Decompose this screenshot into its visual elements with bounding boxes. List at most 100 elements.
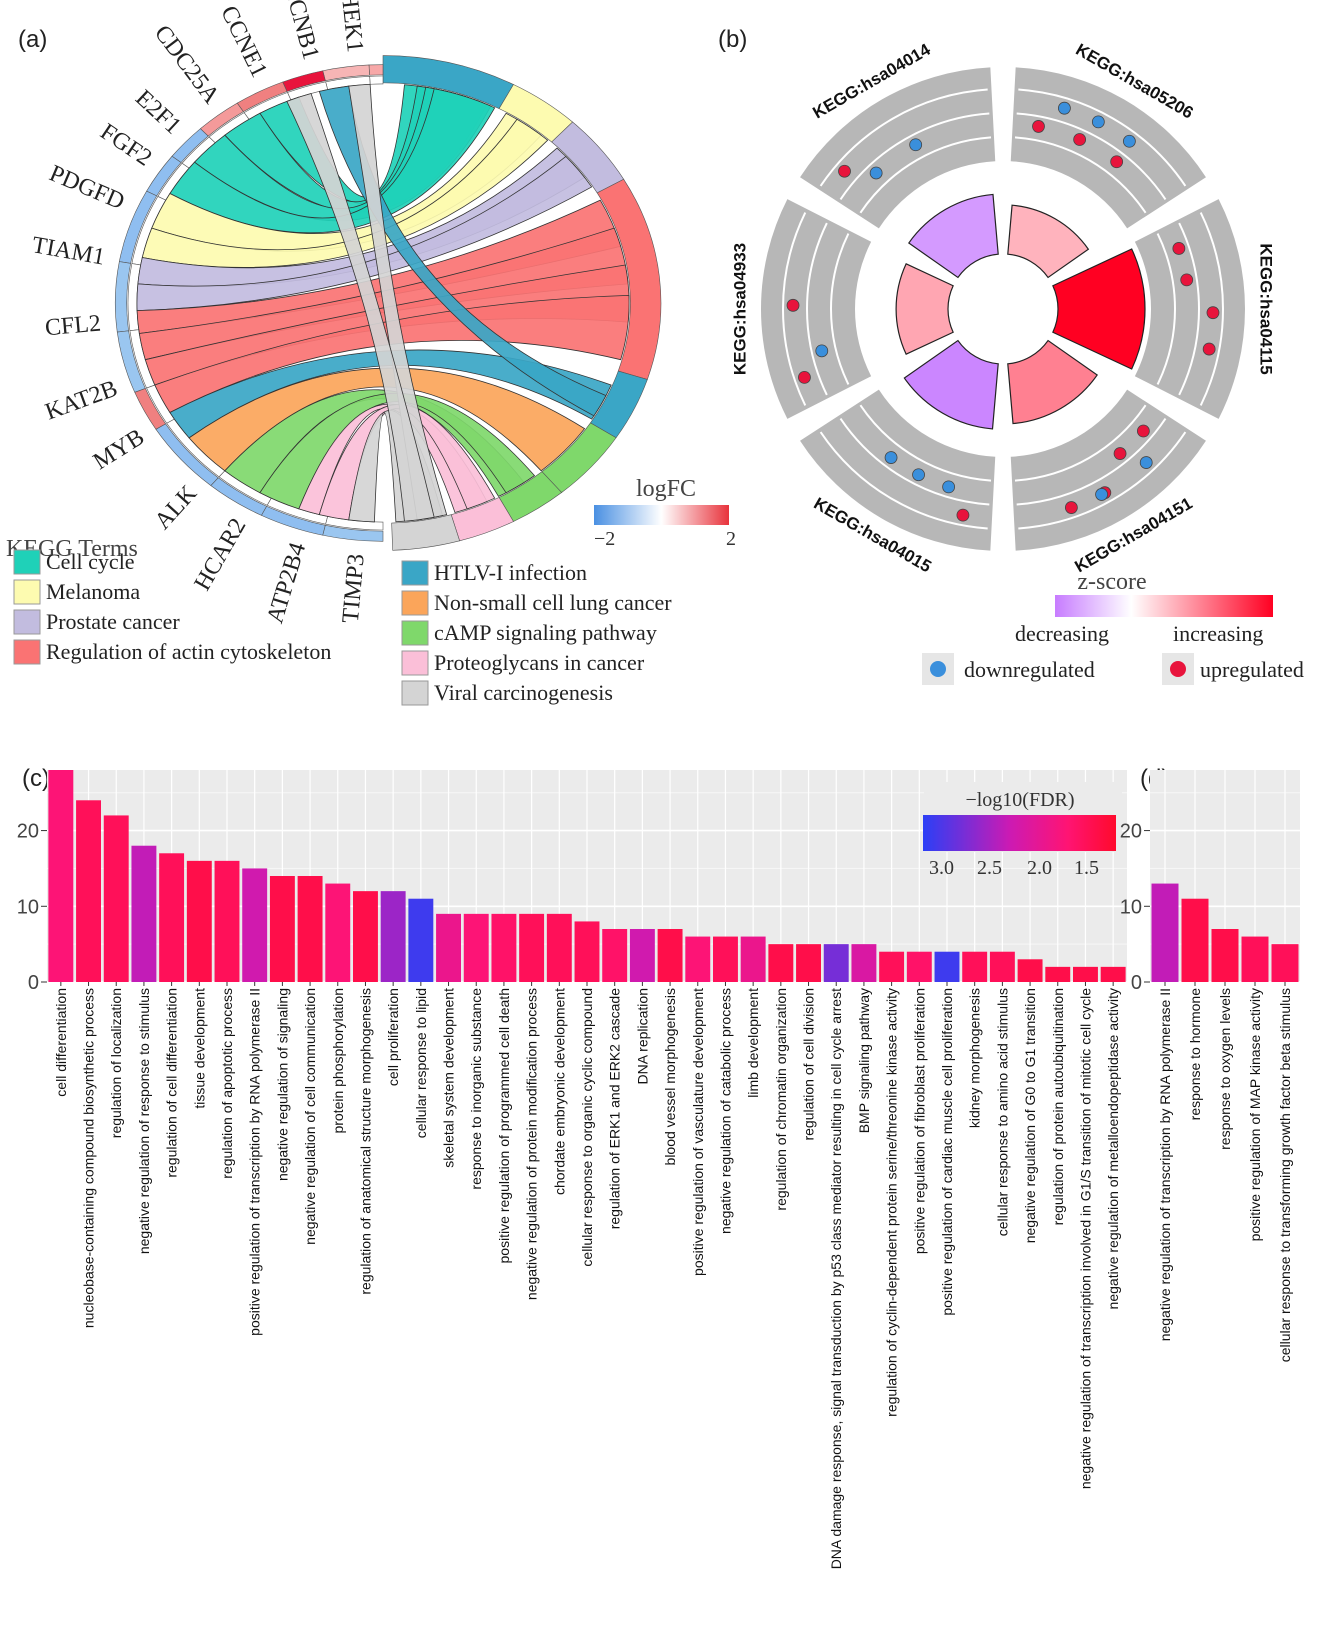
c-category-label-20: regulation of ERK1 and ERK2 cascade	[607, 988, 623, 1229]
sector-gridline-5-2	[819, 88, 988, 187]
sector-gridline-1-2	[1199, 212, 1224, 406]
term-arc-8	[391, 514, 460, 551]
down-point-0-2	[1122, 134, 1136, 148]
gene-arc-9	[116, 330, 146, 393]
d-bar-3	[1241, 936, 1269, 982]
c-category-label-34: cellular response to amino acid stimulus	[994, 988, 1010, 1236]
logfc-legend-title: logFC	[636, 476, 696, 502]
panel-b-gocircle: (b) KEGG:hsa05206KEGG:hsa04115KEGG:hsa04…	[718, 26, 1304, 685]
gene-label-tiam1: TIAM1	[30, 232, 107, 270]
kegg-term-label-1: Melanoma	[46, 579, 140, 604]
c-bar-8	[269, 876, 295, 982]
c-category-label-24: negative regulation of catabolic process	[717, 988, 733, 1234]
c-category-label-5: tissue development	[191, 988, 207, 1109]
gene-label-timp3: TIMP3	[338, 553, 370, 624]
gene-label-fgf2: FGF2	[95, 119, 156, 172]
gene-arc-10	[134, 388, 167, 430]
panel-a-chord-diagram: (a) CHEK1CCNB1CCNE1CDC25AE2F1FGF2PDGFDTI…	[6, 0, 736, 706]
logfc-legend: logFC −2	[594, 476, 736, 550]
c-category-label-31: positive regulation of fibroblast prolif…	[911, 988, 927, 1254]
chord-ribbon-12	[169, 349, 612, 439]
kegg-term-label-2: Prostate cancer	[46, 609, 180, 634]
logfc-tick-high: 2	[726, 528, 736, 550]
c-category-label-29: BMP signaling pathway	[856, 988, 872, 1133]
kegg-swatch-7	[401, 650, 429, 676]
chord-ribbon-3	[169, 88, 496, 234]
kegg-term-label-8: Viral carcinogenesis	[434, 680, 613, 705]
chord-ribbon-5	[141, 118, 549, 268]
c-bar-17	[519, 913, 545, 982]
fdr-colorbar	[923, 815, 1116, 851]
kegg-sector-1	[1134, 199, 1246, 419]
sector-gridline-2-2	[1018, 431, 1187, 530]
down-key-dot	[930, 661, 946, 677]
c-category-label-1: nucleobase-containing compound biosynthe…	[81, 988, 97, 1328]
sector-gridline-4-1	[805, 222, 828, 396]
gene-arc-4	[199, 102, 244, 137]
sector-gridline-4-0	[830, 233, 850, 385]
zscore-bar-0	[1007, 204, 1090, 279]
c-bar-23	[685, 936, 711, 982]
c-category-label-12: cell proliferation	[385, 988, 401, 1086]
gene-label-pdgfd: PDGFD	[46, 160, 129, 215]
gene-arc-8	[115, 261, 131, 333]
c-category-label-30: regulation of cyclin-dependent protein s…	[884, 988, 900, 1417]
c-bar-20	[602, 929, 628, 982]
c-bar-7	[242, 868, 268, 982]
d-category-label-0: negative regulation of transcription by …	[1157, 988, 1173, 1341]
panel-d-plot: 0 10 20 negative regulation of transcriptio…	[1120, 770, 1300, 1362]
d-bar-1	[1181, 898, 1209, 982]
chord-ribbon-14	[188, 367, 586, 472]
kegg-term-label-3: Regulation of actin cytoskeleton	[46, 639, 331, 664]
up-key-dot	[1170, 661, 1186, 677]
c-category-label-18: chordate embryonic development	[551, 988, 567, 1195]
c-category-label-6: regulation of apoptotic process	[219, 988, 235, 1179]
c-category-label-19: cellular response to organic cyclic comp…	[579, 988, 595, 1267]
c-bar-29	[851, 944, 877, 982]
gene-label-atp2b4: ATP2B4	[262, 540, 311, 627]
kegg-swatch-4	[401, 560, 429, 586]
sector-gridline-3-1	[839, 418, 990, 506]
sector-gridline-1-0	[1156, 233, 1176, 385]
sector-gridline-2-1	[1016, 418, 1167, 506]
up-label: upregulated	[1200, 657, 1304, 682]
down-point-5-0	[869, 166, 883, 180]
gene-inner-arc-0	[369, 75, 384, 85]
fdr-tick-3: 1.5	[1074, 857, 1099, 879]
c-bar-22	[657, 929, 683, 982]
down-point-0-0	[1057, 101, 1071, 115]
c-category-label-16: positive regulation of programmed cell d…	[496, 988, 512, 1264]
panel-a-label: (a)	[18, 26, 47, 53]
c-bar-37	[1073, 966, 1098, 982]
c-category-label-11: regulation of anatomical structure morph…	[357, 988, 373, 1295]
kegg-sector-4	[761, 199, 872, 419]
fdr-tick-2: 2.0	[1027, 857, 1052, 879]
c-bar-26	[768, 944, 794, 982]
down-label: downregulated	[964, 657, 1095, 682]
up-point-3-0	[956, 508, 970, 522]
zscore-bar-4	[895, 263, 954, 355]
c-category-label-21: DNA replication	[634, 988, 650, 1085]
up-point-0-2	[1110, 155, 1124, 169]
zscore-bar-2	[1007, 339, 1099, 425]
gene-label-e2f1: E2F1	[130, 85, 186, 140]
c-category-label-28: DNA damage response, signal transduction…	[828, 988, 844, 1569]
gene-arc-2	[282, 70, 326, 92]
panel-c-bar-chart: (c) 0 10 20 cell differentiation nucleobase-…	[17, 765, 1127, 1569]
gene-arc-12	[210, 477, 268, 516]
c-category-label-14: skeletal system development	[441, 988, 457, 1168]
panel-c-label: (c)	[22, 765, 50, 792]
c-bar-4	[159, 853, 185, 982]
gene-label-chek1: CHEK1	[334, 0, 368, 54]
down-point-5-1	[909, 138, 923, 152]
gene-label-cfl2: CFL2	[44, 311, 102, 342]
c-bar-3	[131, 845, 157, 982]
zscore-high-label: increasing	[1173, 621, 1263, 646]
kegg-swatch-3	[13, 639, 41, 665]
gene-arc-7	[118, 190, 158, 264]
c-bar-1	[76, 800, 101, 982]
c-ytick-label-0: 0	[28, 972, 39, 994]
c-bar-14	[436, 913, 461, 982]
gene-label-myb: MYB	[89, 424, 149, 475]
kegg-swatch-2	[13, 609, 41, 635]
